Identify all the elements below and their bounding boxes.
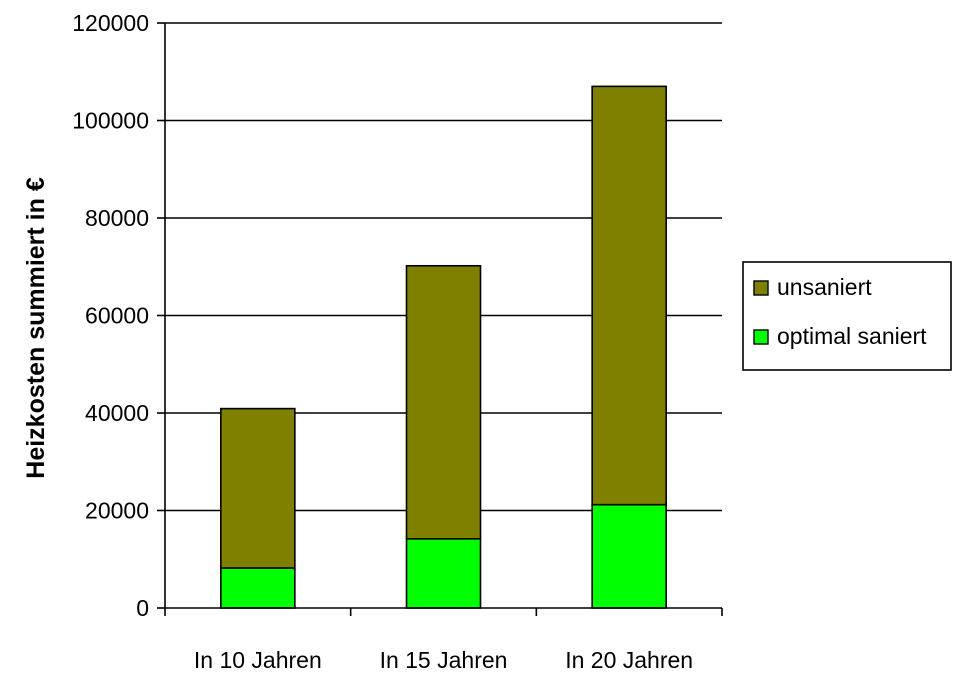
y-axis-title: Heizkosten summiert in €	[22, 177, 50, 479]
axes	[164, 23, 722, 609]
y-tick-labels: 0 20000 40000 60000 80000 100000 120000	[72, 10, 149, 621]
bar-segment-optimal-saniert[interactable]	[220, 567, 296, 609]
bar-segment-unsaniert[interactable]	[220, 407, 296, 569]
bars	[220, 85, 667, 609]
x-tick-label: In 15 Jahren	[380, 647, 508, 670]
y-tick-label: 40000	[85, 400, 149, 426]
y-tick-label: 60000	[85, 303, 149, 329]
bar-segment-optimal-saniert[interactable]	[591, 503, 667, 609]
x-tick-label: In 10 Jahren	[194, 647, 322, 670]
bar-segment-unsaniert[interactable]	[591, 85, 667, 506]
legend-box	[742, 261, 952, 371]
legend-label: optimal saniert	[777, 323, 927, 349]
y-tick-label: 80000	[85, 205, 149, 231]
x-tick-label: In 20 Jahren	[565, 647, 693, 670]
y-tick-label: 100000	[72, 108, 149, 134]
legend-swatch	[753, 280, 769, 296]
legend[interactable]: unsaniert optimal saniert	[742, 261, 952, 371]
y-tick-label: 120000	[72, 10, 149, 36]
legend-label: unsaniert	[777, 274, 872, 300]
bar-segment-unsaniert[interactable]	[405, 264, 482, 540]
y-tick-label: 20000	[85, 498, 149, 524]
y-tick-label: 0	[136, 595, 149, 621]
x-tick-labels: In 10 Jahren In 15 Jahren In 20 Jahren	[194, 647, 693, 673]
bar-segment-optimal-saniert[interactable]	[405, 537, 482, 609]
legend-swatch	[753, 329, 769, 345]
